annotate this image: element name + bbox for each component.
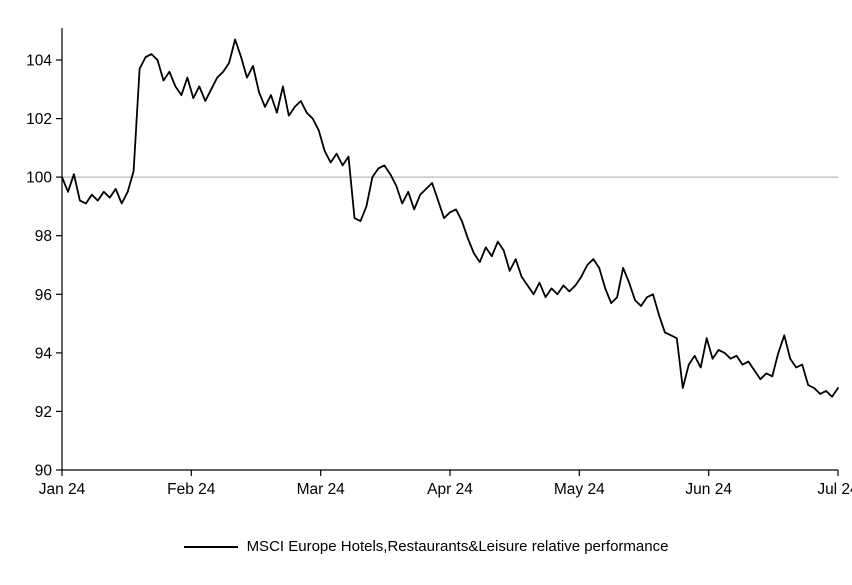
y-tick-label: 92 <box>35 404 52 421</box>
chart-legend: MSCI Europe Hotels,Restaurants&Leisure r… <box>0 538 852 555</box>
y-tick-label: 90 <box>35 463 53 480</box>
x-tick-label: Jun 24 <box>685 481 732 498</box>
x-tick-label: Feb 24 <box>167 481 216 498</box>
x-tick-label: Jan 24 <box>39 481 86 498</box>
y-tick-label: 102 <box>26 111 52 128</box>
x-tick-label: Apr 24 <box>427 481 473 498</box>
y-tick-label: 104 <box>26 53 52 70</box>
y-tick-label: 100 <box>26 170 52 187</box>
x-tick-label: Jul 24 <box>817 481 852 498</box>
x-tick-label: May 24 <box>554 481 605 498</box>
y-tick-label: 98 <box>35 228 52 245</box>
line-plot: 90 92 94 96 98 100 102 104 Jan 24 Feb 24 Mar 24 Apr… <box>26 28 852 498</box>
x-tick-label: Mar 24 <box>297 481 346 498</box>
legend-label: MSCI Europe Hotels,Restaurants&Leisure r… <box>246 538 669 555</box>
y-tick-label: 96 <box>35 287 52 304</box>
series-line <box>61 38 839 398</box>
y-tick-label: 94 <box>35 345 53 362</box>
legend-line-sample <box>183 545 238 548</box>
